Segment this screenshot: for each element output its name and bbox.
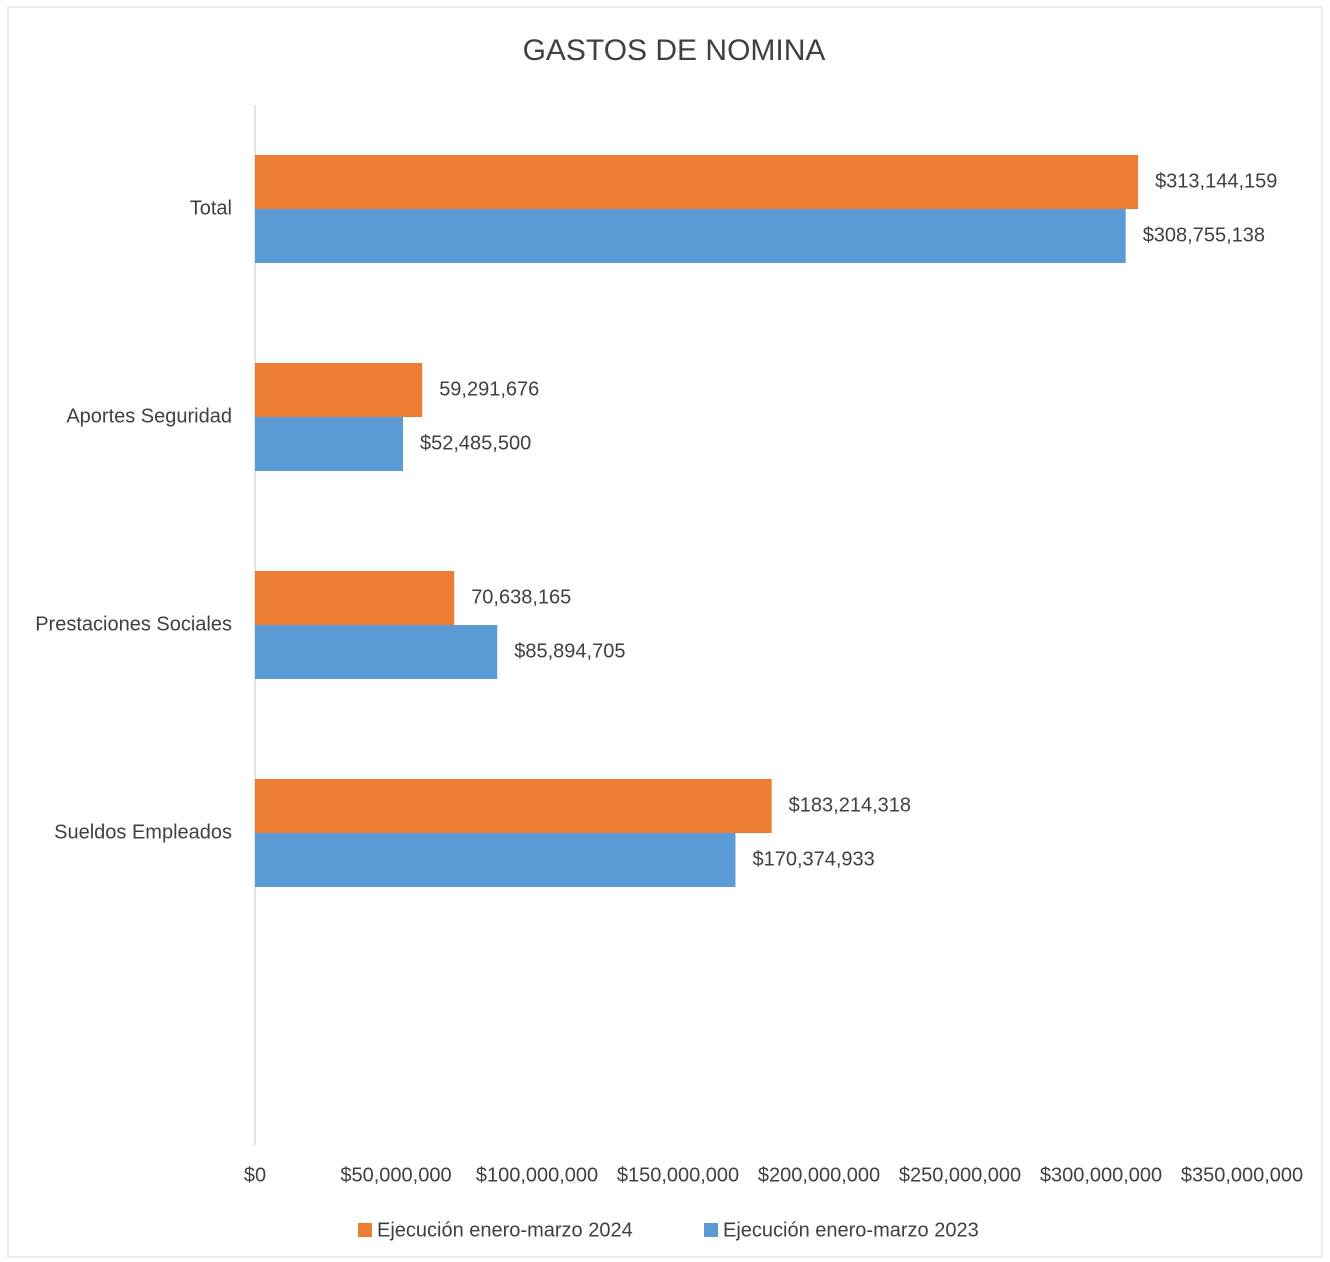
y-tick-label: Prestaciones Sociales [35,613,232,635]
data-label: $52,485,500 [420,432,531,454]
x-tick-label: $100,000,000 [476,1164,598,1186]
data-label: 70,638,165 [471,586,571,608]
chart-title: GASTOS DE NOMINA [523,34,826,67]
bar [255,363,423,417]
bar [255,155,1139,209]
bar [255,417,404,471]
x-tick-label: $50,000,000 [340,1164,451,1186]
x-tick-label: $250,000,000 [899,1164,1021,1186]
bar [255,625,498,679]
data-label: $183,214,318 [789,794,911,816]
x-tick-label: $150,000,000 [617,1164,739,1186]
data-label: $308,755,138 [1143,224,1265,246]
bar [255,209,1126,263]
x-tick-label: $0 [244,1164,266,1186]
data-label: $313,144,159 [1155,170,1277,192]
y-tick-label: Sueldos Empleados [54,821,232,843]
y-tick-label: Aportes Seguridad [66,405,232,427]
data-label: $85,894,705 [514,640,625,662]
x-tick-label: $300,000,000 [1040,1164,1162,1186]
legend-swatch [358,1223,372,1237]
x-tick-label: $350,000,000 [1181,1164,1303,1186]
bar [255,571,455,625]
data-label: 59,291,676 [439,378,539,400]
legend-label: Ejecución enero-marzo 2024 [377,1219,633,1241]
legend-swatch [704,1223,718,1237]
y-tick-label: Total [190,197,232,219]
bar [255,833,736,887]
x-tick-label: $200,000,000 [758,1164,880,1186]
bar [255,779,772,833]
legend-label: Ejecución enero-marzo 2023 [723,1219,979,1241]
data-label: $170,374,933 [752,848,874,870]
